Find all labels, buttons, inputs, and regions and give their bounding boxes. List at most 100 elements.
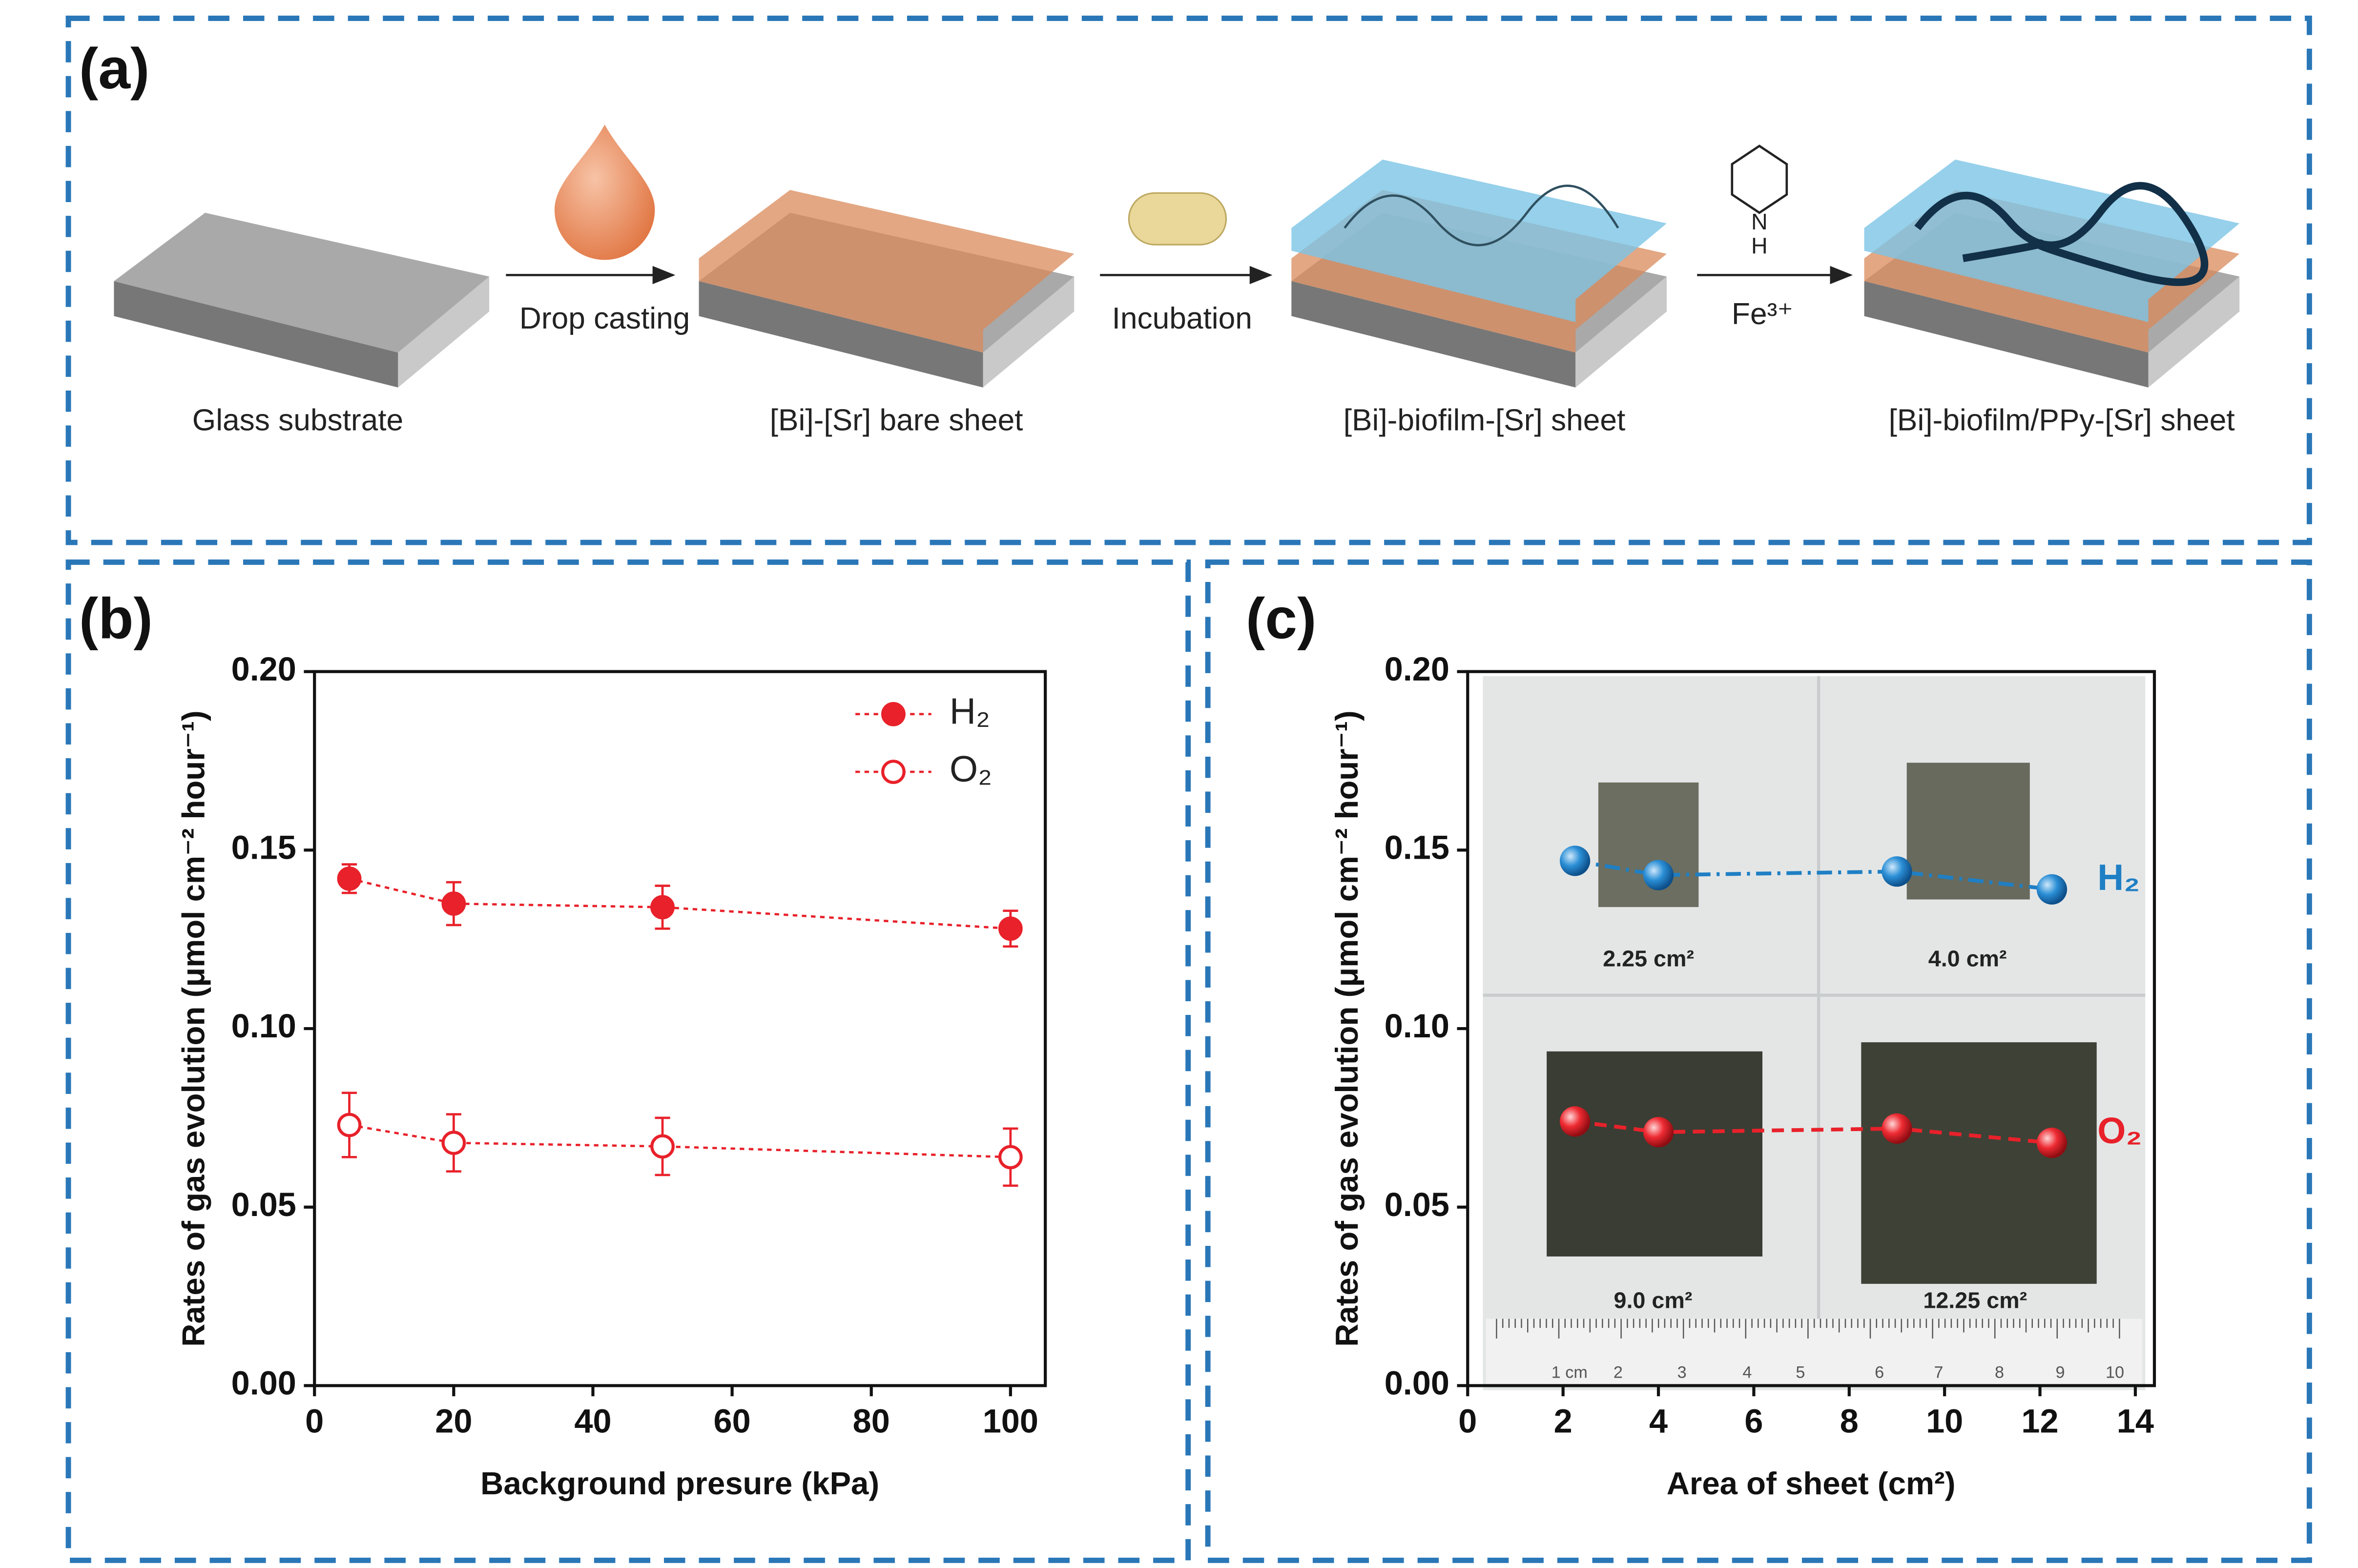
orange-layer [699,190,1075,353]
step-label: [Bi]-[Sr] bare sheet [770,404,1023,437]
y-axis-label: Rates of gas evolution (μmol cm⁻² hour⁻¹… [1329,710,1365,1346]
slab-side [114,281,398,388]
series-label: H₂ [2097,857,2140,898]
marker [441,1131,466,1155]
ruler-label: 8 [1995,1363,2004,1382]
ppy-network [1914,182,2209,286]
y-tick-label: 0.15 [231,828,296,866]
y-tick-label: 0.15 [1385,828,1449,866]
biofilm-strands [1344,185,1619,247]
slab-front [1575,276,1667,388]
marker [441,891,466,916]
marker [337,866,362,891]
y-tick-label: 0.20 [231,650,296,688]
ruler-label: 9 [2056,1363,2065,1382]
x-tick-label: 80 [853,1402,890,1440]
sheet [1598,782,1699,908]
marker [1643,860,1674,890]
x-tick-label: 0 [305,1402,324,1440]
ruler-label: 4 [1742,1363,1752,1382]
series-line [349,877,1011,930]
marker [650,895,675,920]
x-tick-label: 14 [2117,1402,2154,1440]
sheet [1906,763,2030,900]
y-axis-label: Rates of gas evolution (μmol cm⁻² hour⁻¹… [176,710,211,1346]
x-tick-label: 20 [435,1402,472,1440]
y-tick-label: 0.05 [1385,1186,1449,1223]
biofilm-layer [1291,159,1667,322]
x-tick-label: 6 [1744,1402,1763,1440]
sheet [1547,1051,1763,1257]
x-tick-label: 4 [1649,1402,1668,1440]
marker [1643,1117,1674,1148]
panel-label: (b) [79,586,153,651]
slab-top [114,212,490,353]
marker [1559,846,1591,876]
y-tick-label: 0.10 [231,1007,296,1045]
slab-side [1864,281,2149,388]
y-tick-label: 0.05 [231,1186,296,1223]
x-axis-label: Area of sheet (cm²) [1667,1465,1956,1501]
y-tick-label: 0.00 [231,1364,296,1402]
marker [2036,1127,2068,1158]
marker [998,916,1023,941]
x-tick-label: 8 [1840,1402,1859,1440]
y-tick-label: 0.20 [1385,650,1449,688]
x-tick-label: 60 [714,1402,751,1440]
series-label: O₂ [2097,1110,2142,1151]
ruler-label: 5 [1796,1363,1805,1382]
marker [1882,856,1912,887]
x-tick-label: 2 [1554,1402,1572,1440]
x-tick-label: 10 [1926,1402,1963,1440]
ruler-label: 3 [1677,1363,1687,1382]
atom-label: N [1751,209,1768,234]
series-line [1574,1119,2052,1145]
ruler-label: 7 [1934,1363,1944,1382]
marker [650,1134,675,1159]
sheet-label: 12.25 cm² [1923,1288,2027,1313]
plot-frame [313,670,1047,1387]
marker [1882,1113,1912,1144]
legend-marker [881,701,906,726]
arrow-label: Fe³⁺ [1732,297,1793,331]
x-axis-label: Background presure (kPa) [480,1465,879,1501]
slab-side [1291,281,1576,388]
x-tick-label: 100 [983,1402,1038,1440]
marker [2036,874,2068,905]
legend-label: H₂ [950,691,990,732]
ruler-label: 2 [1613,1363,1623,1382]
charts: (b)0.000.050.100.150.200 20 40 60 80 100Backg… [79,586,2156,1501]
x-tick-label: 12 [2021,1402,2058,1440]
sheet-label: 2.25 cm² [1603,946,1694,971]
step-label: [Bi]-biofilm-[Sr] sheet [1344,404,1626,437]
ruler-label: 1 cm [1551,1363,1588,1382]
x-tick-label: 0 [1458,1402,1477,1440]
arrow-label: Drop casting [519,302,690,335]
sheet [1861,1042,2097,1284]
panel-b-border [65,559,1191,1563]
legend-label: O₂ [950,748,992,789]
panel-a-border [65,16,2312,545]
step-label: [Bi]-biofilm/PPy-[Sr] sheet [1889,404,2235,437]
y-tick-label: 0.10 [1385,1007,1449,1045]
droplet [554,124,655,260]
ruler [1486,1319,2143,1386]
slab-front [2148,276,2240,388]
marker [998,1145,1023,1170]
bacteria [1128,192,1227,246]
panel-borders [65,16,2312,1563]
pyrrole-ring [1731,144,1788,214]
ruler-label: 6 [1875,1363,1884,1382]
panel-label: (c) [1246,586,1317,651]
legend-marker [881,760,906,784]
slab-front [983,276,1075,388]
arrow-label: Incubation [1112,302,1252,335]
panel-label: (a) [79,37,150,101]
sheet-label: 4.0 cm² [1928,946,2007,971]
atom-label: H [1751,233,1768,259]
x-tick-label: 40 [574,1402,611,1440]
y-tick-label: 0.00 [1385,1364,1449,1402]
slab-side [699,281,983,388]
